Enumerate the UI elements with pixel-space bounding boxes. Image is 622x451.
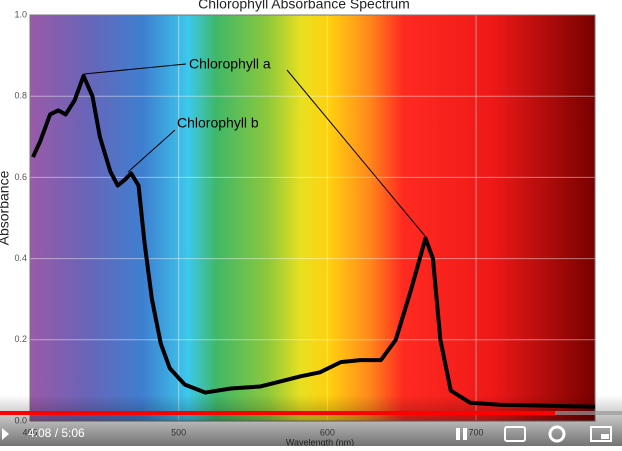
y-tick-label: 1.0 bbox=[14, 9, 27, 19]
y-tick-label: 0.2 bbox=[14, 334, 27, 344]
y-tick-label: 0.4 bbox=[14, 253, 27, 263]
chart-title: Chlorophyll Absorbance Spectrum bbox=[198, 0, 410, 12]
settings-button[interactable] bbox=[548, 425, 566, 443]
annotation-leader bbox=[286, 69, 426, 237]
annotation-leader bbox=[83, 63, 187, 75]
y-axis-label: Absorbance bbox=[0, 170, 12, 245]
y-tick-label: 0.6 bbox=[14, 172, 27, 182]
annotation-leader bbox=[127, 129, 176, 173]
pause-button[interactable] bbox=[456, 428, 467, 440]
volume-icon[interactable] bbox=[2, 428, 9, 440]
annotation: Chlorophyll a bbox=[189, 56, 271, 72]
progress-played[interactable] bbox=[0, 411, 555, 415]
y-tick-label: 0.8 bbox=[14, 91, 27, 101]
annotation: Chlorophyll b bbox=[177, 115, 259, 131]
captions-button[interactable] bbox=[504, 426, 526, 442]
spectrum-background bbox=[30, 15, 595, 421]
controls-shade bbox=[0, 395, 622, 446]
miniplayer-button[interactable] bbox=[590, 426, 612, 442]
spectrum-line bbox=[31, 73, 596, 409]
time-display: 4:08 / 5:06 bbox=[28, 426, 85, 440]
